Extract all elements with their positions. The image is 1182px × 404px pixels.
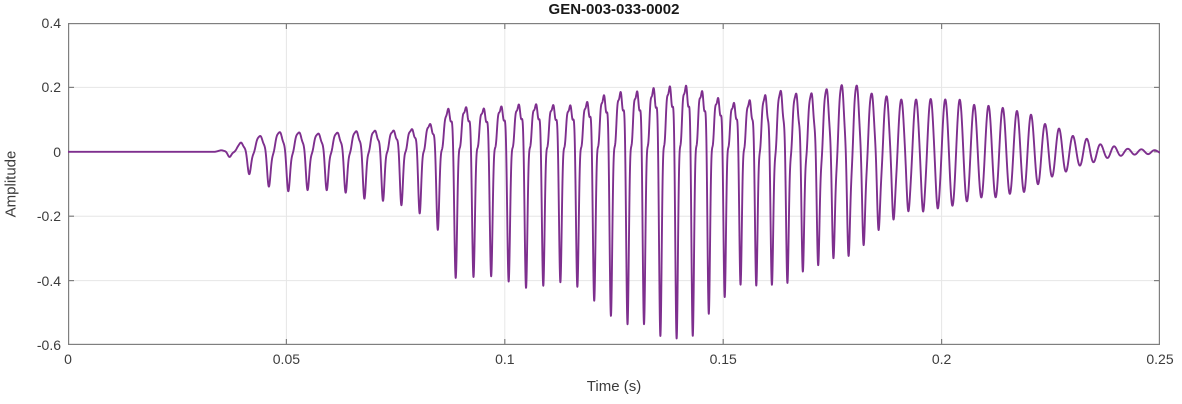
y-tick-label: -0.2 [36, 208, 61, 225]
x-tick-label: 0.2 [931, 351, 952, 367]
waveform-line [68, 84, 1160, 340]
x-tick-label: 0 [64, 351, 72, 367]
x-axis-label: Time (s) [586, 378, 642, 395]
y-tick-label: 0.2 [41, 79, 61, 96]
plot-title: GEN-003-033-0002 [548, 1, 680, 18]
x-tick-label: 0.15 [709, 351, 737, 367]
plot-area [68, 23, 1160, 345]
x-tick-label: 0.1 [495, 351, 515, 367]
x-tick-label: 0.05 [272, 351, 301, 367]
axes-box [68, 23, 1160, 345]
y-tick-label: -0.6 [36, 337, 61, 353]
y-tick-label: 0.4 [41, 15, 61, 31]
y-tick-label: -0.4 [36, 272, 61, 289]
y-tick-label: 0 [53, 143, 61, 160]
x-tick-label: 0.25 [1146, 351, 1174, 367]
